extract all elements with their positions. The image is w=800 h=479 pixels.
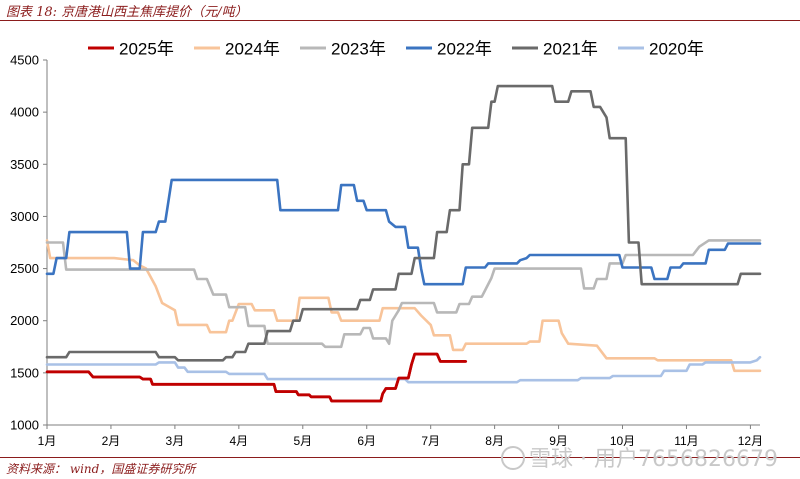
chart-axes: 1000 1500 2000 2500 3000 3500 4000 4500 1月 2月 3月 4月… xyxy=(10,53,763,449)
legend-label: 2024年 xyxy=(225,40,280,59)
line-chart: 1000 1500 2000 2500 3000 3500 4000 4500 1月 2月 3月 4月… xyxy=(10,40,763,449)
x-tick-label: 2月 xyxy=(102,434,121,448)
title-rule xyxy=(0,20,800,21)
y-tick-label: 1000 xyxy=(10,418,39,433)
watermark: 雪球 · 用户7656826679 xyxy=(501,441,778,473)
x-tick-label: 8月 xyxy=(485,434,504,448)
x-tick-label: 12月 xyxy=(738,434,763,448)
x-tick-label: 5月 xyxy=(293,434,312,448)
chart-legend: 2025年 2024年 2023年 2022年 2021年 2020年 xyxy=(88,40,704,59)
y-tick-label: 2500 xyxy=(10,261,39,276)
x-tick-label: 7月 xyxy=(421,434,440,448)
y-tick-label: 4500 xyxy=(10,53,39,68)
series-line-highlight xyxy=(47,352,466,403)
source-rule xyxy=(0,457,800,458)
x-tick-label: 1月 xyxy=(38,434,57,448)
y-tick-label: 3000 xyxy=(10,209,39,224)
plot-area xyxy=(45,84,762,403)
x-tick-label: 3月 xyxy=(166,434,185,448)
x-tick-label: 9月 xyxy=(549,434,568,448)
x-tick-label: 10月 xyxy=(610,434,635,448)
y-tick-label: 2000 xyxy=(10,313,39,328)
legend-label: 2022年 xyxy=(437,40,492,59)
legend-label: 2023年 xyxy=(331,40,386,59)
series-line xyxy=(45,178,762,286)
figure-source: 资料来源： wind，国盛证券研究所 xyxy=(6,462,196,476)
x-tick-label: 11月 xyxy=(674,434,698,448)
y-tick-label: 1500 xyxy=(10,365,39,380)
series-line xyxy=(45,239,762,349)
y-tick-label: 4000 xyxy=(10,105,39,120)
legend-label: 2020年 xyxy=(649,40,704,59)
x-tick-label: 4月 xyxy=(229,434,248,448)
series-line xyxy=(45,355,762,384)
figure-title: 图表 18: 京唐港山西主焦库提价（元/吨） xyxy=(6,5,248,20)
watermark-text: 雪球 · 用户7656826679 xyxy=(529,447,778,472)
y-tick-label: 3500 xyxy=(10,157,39,172)
series-line xyxy=(45,84,762,362)
legend-label: 2021年 xyxy=(543,40,598,59)
x-tick-label: 6月 xyxy=(357,434,376,448)
legend-label: 2025年 xyxy=(119,40,174,59)
series-line xyxy=(45,239,762,373)
snowball-logo-icon xyxy=(501,446,526,470)
